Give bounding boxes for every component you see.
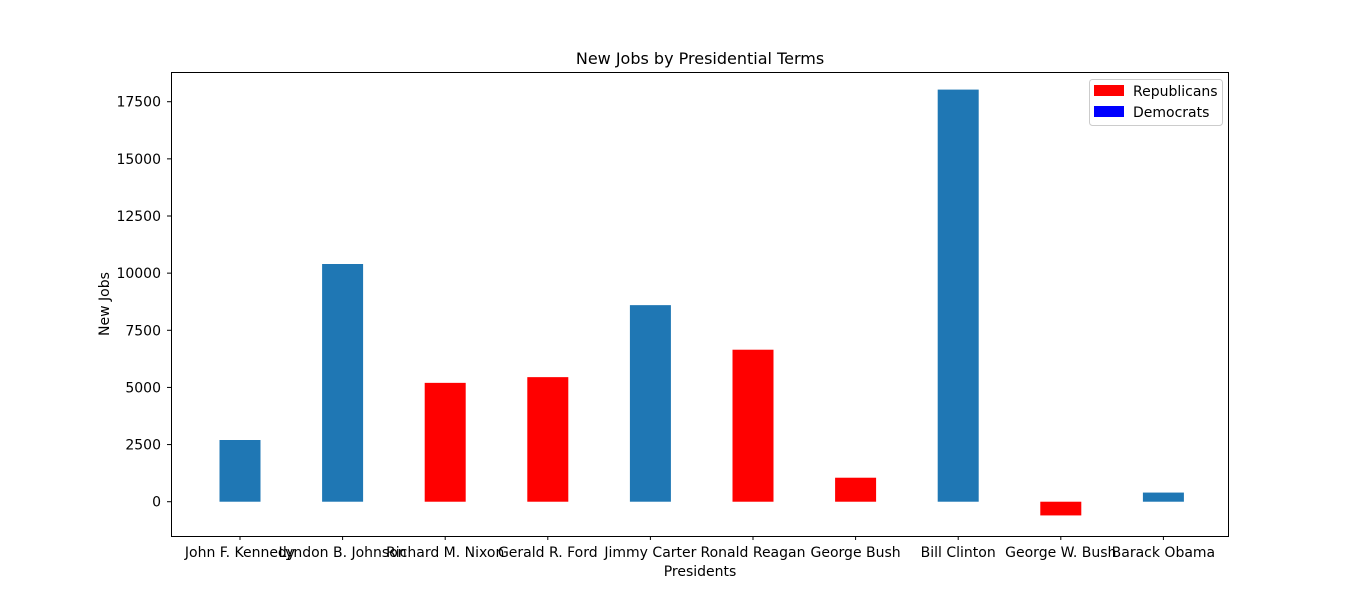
chart-title: New Jobs by Presidential Terms: [576, 49, 824, 68]
x-tick-label: George Bush: [811, 545, 901, 561]
plot-frame: [171, 72, 1229, 537]
y-tick-label: 0: [152, 495, 161, 511]
bar-jimmy-carter: [629, 305, 671, 502]
y-axis-ticks: 0 2500 5000 7500 10000 12500 15000 17500: [116, 95, 171, 511]
legend: Republicans Democrats: [1089, 79, 1223, 126]
bar-john-f-kennedy: [219, 440, 261, 502]
x-tick-label: Bill Clinton: [921, 545, 996, 561]
y-tick-label: 12500: [116, 209, 161, 225]
y-tick-label: 17500: [116, 95, 161, 111]
bar-richard-m-nixon: [424, 382, 466, 502]
x-tick-label: Richard M. Nixon: [386, 545, 504, 561]
x-tick-label: John F. Kennedy: [184, 545, 295, 561]
bar-george-bush: [835, 477, 877, 502]
y-tick-label: 2500: [125, 438, 161, 454]
bar-lyndon-b-johnson: [322, 264, 364, 502]
y-tick-label: 10000: [116, 266, 161, 282]
y-tick-label: 7500: [125, 323, 161, 339]
y-tick-label: 15000: [116, 152, 161, 168]
x-tick-label: Lyndon B. Johnson: [279, 545, 407, 561]
bars-layer: [219, 89, 1184, 516]
bar-ronald-reagan: [732, 349, 774, 502]
y-tick-label: 5000: [125, 380, 161, 396]
bar-george-w-bush: [1040, 501, 1082, 516]
y-axis-label: New Jobs: [97, 272, 113, 336]
bar-barack-obama: [1142, 492, 1184, 502]
x-tick-label: Jimmy Carter: [603, 545, 696, 561]
bar-gerald-r-ford: [527, 377, 569, 502]
legend-swatch-democrats: [1094, 106, 1124, 117]
legend-swatch-republicans: [1094, 85, 1124, 96]
legend-label-republicans: Republicans: [1133, 84, 1218, 100]
x-tick-label: Barack Obama: [1112, 545, 1215, 561]
x-axis-label: Presidents: [664, 564, 737, 580]
x-tick-label: Ronald Reagan: [701, 545, 806, 561]
bar-bill-clinton: [937, 89, 979, 502]
x-tick-label: George W. Bush: [1005, 545, 1116, 561]
legend-label-democrats: Democrats: [1133, 105, 1209, 121]
x-tick-label: Gerald R. Ford: [498, 545, 598, 561]
